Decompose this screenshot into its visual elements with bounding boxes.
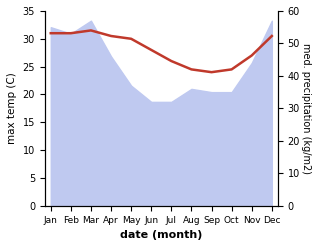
- X-axis label: date (month): date (month): [120, 230, 203, 240]
- Y-axis label: max temp (C): max temp (C): [7, 72, 17, 144]
- Y-axis label: med. precipitation (kg/m2): med. precipitation (kg/m2): [301, 43, 311, 174]
